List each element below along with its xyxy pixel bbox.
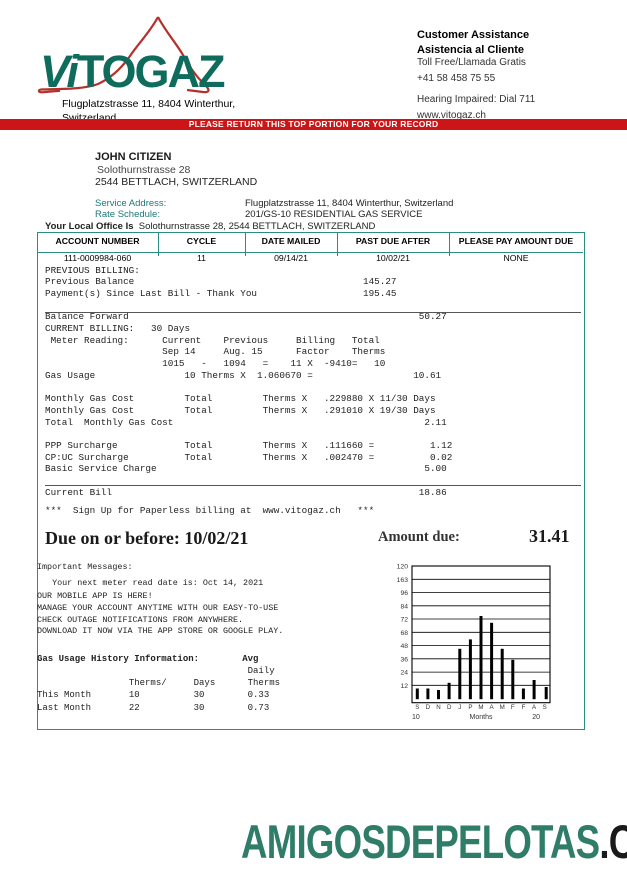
svg-text:S: S [543,704,547,711]
svg-text:20: 20 [532,714,540,721]
svg-text:163: 163 [397,577,409,584]
svg-text:S: S [415,704,419,711]
svg-text:84: 84 [400,603,408,610]
svg-text:N: N [436,704,440,711]
svg-text:M: M [500,704,505,711]
svg-text:96: 96 [400,590,408,597]
svg-text:72: 72 [400,617,408,624]
svg-text:12: 12 [400,683,408,690]
svg-text:120: 120 [397,564,409,571]
svg-text:M: M [478,704,483,711]
svg-text:68: 68 [400,630,408,637]
svg-text:D: D [447,704,452,711]
svg-text:10: 10 [412,714,420,721]
svg-text:P: P [468,704,472,711]
svg-text:Months: Months [470,714,493,721]
svg-text:F: F [522,704,526,711]
svg-text:D: D [426,704,431,711]
svg-text:36: 36 [400,656,408,663]
svg-text:A: A [490,704,495,711]
svg-text:A: A [532,704,537,711]
svg-text:24: 24 [400,670,408,677]
svg-text:48: 48 [400,643,408,650]
svg-text:J: J [458,704,461,711]
svg-text:F: F [511,704,515,711]
